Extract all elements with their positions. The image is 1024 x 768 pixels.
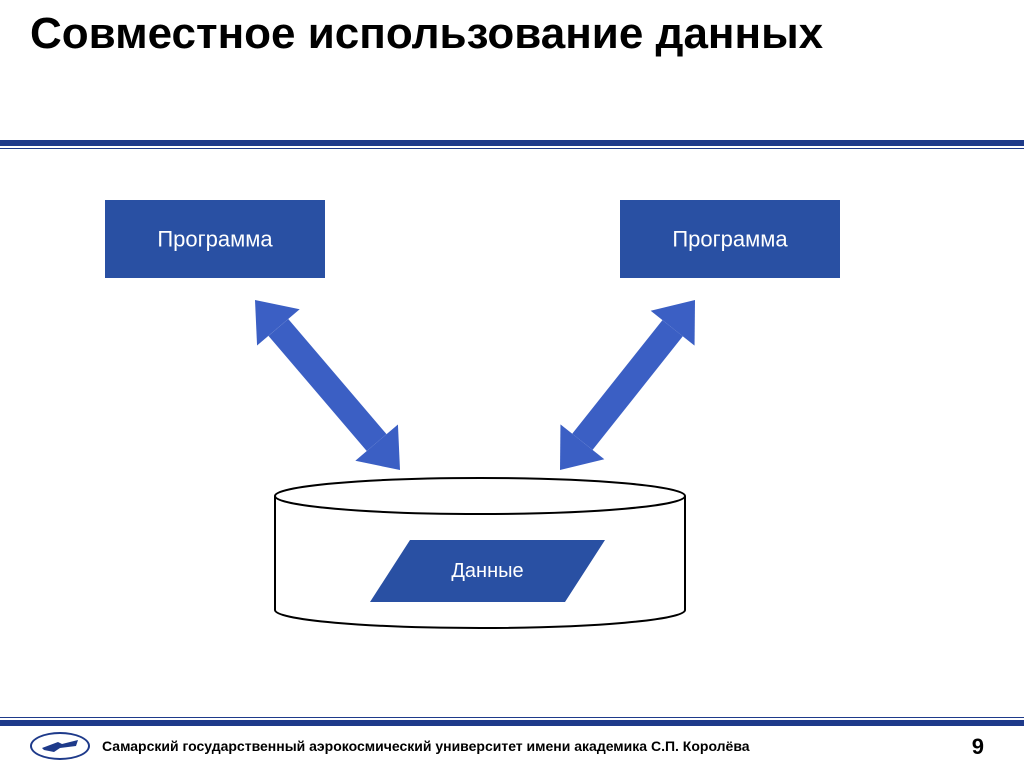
diagram-svg: Программа Программа Данные: [0, 160, 1024, 720]
divider-top: [0, 140, 1024, 146]
footer-text: Самарский государственный аэрокосмически…: [102, 738, 750, 754]
svg-text:Программа: Программа: [672, 227, 788, 252]
page-number: 9: [972, 734, 984, 760]
svg-text:Данные: Данные: [451, 560, 523, 582]
divider-bottom: [0, 717, 1024, 718]
svg-text:Программа: Программа: [157, 227, 273, 252]
diagram-area: Программа Программа Данные: [0, 160, 1024, 708]
slide-title: Совместное использование данных: [30, 10, 994, 58]
university-logo-icon: [30, 732, 90, 760]
title-text: Совместное использование данных: [30, 9, 823, 58]
footer: Самарский государственный аэрокосмически…: [30, 732, 994, 760]
